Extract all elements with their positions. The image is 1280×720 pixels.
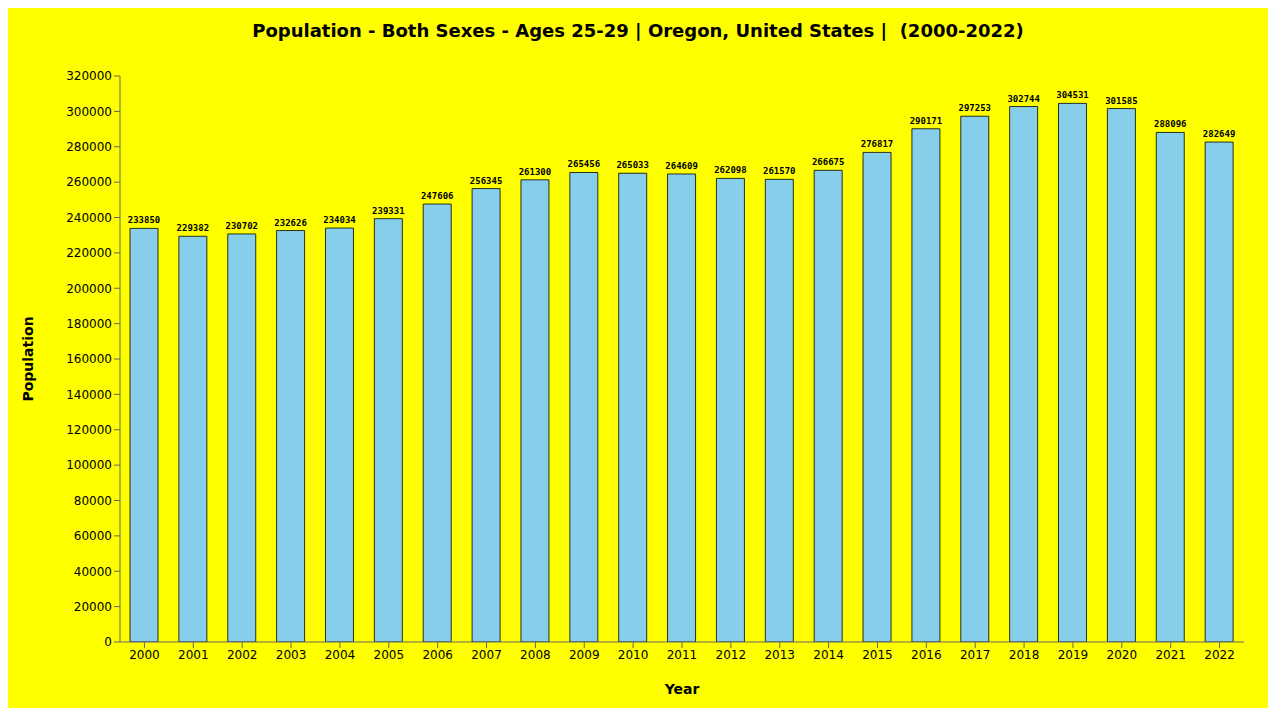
svg-text:261570: 261570: [763, 166, 796, 176]
svg-text:266675: 266675: [812, 157, 845, 167]
svg-text:2010: 2010: [618, 648, 649, 662]
svg-text:265456: 265456: [568, 159, 601, 169]
svg-text:2016: 2016: [911, 648, 942, 662]
svg-text:302744: 302744: [1007, 94, 1040, 104]
svg-text:2006: 2006: [422, 648, 453, 662]
svg-text:2019: 2019: [1058, 648, 1089, 662]
svg-text:2017: 2017: [960, 648, 991, 662]
svg-text:233850: 233850: [128, 215, 161, 225]
svg-text:260000: 260000: [66, 175, 112, 189]
svg-text:200000: 200000: [66, 282, 112, 296]
svg-text:Population: Population: [20, 316, 36, 401]
html-text:Population - Both Sexes - Ages: Population - Both Sexes - Ages 25-29 | O…: [252, 19, 1024, 41]
svg-text:234034: 234034: [323, 215, 356, 225]
svg-text:232626: 232626: [274, 218, 307, 228]
svg-text:276817: 276817: [861, 139, 894, 149]
svg-text:0: 0: [104, 635, 112, 649]
svg-text:2014: 2014: [813, 648, 844, 662]
svg-text:120000: 120000: [66, 423, 112, 437]
svg-text:2004: 2004: [325, 648, 356, 662]
svg-text:60000: 60000: [74, 529, 112, 543]
svg-text:2021: 2021: [1155, 648, 1186, 662]
svg-text:220000: 220000: [66, 246, 112, 260]
svg-text:229382: 229382: [177, 223, 210, 233]
svg-text:2013: 2013: [764, 648, 795, 662]
svg-text:2018: 2018: [1009, 648, 1040, 662]
svg-text:2007: 2007: [471, 648, 502, 662]
svg-text:2003: 2003: [276, 648, 307, 662]
svg-text:297253: 297253: [959, 103, 992, 113]
svg-text:240000: 240000: [66, 211, 112, 225]
svg-text:262098: 262098: [714, 165, 747, 175]
svg-text:2012: 2012: [716, 648, 747, 662]
svg-text:300000: 300000: [66, 105, 112, 119]
svg-text:280000: 280000: [66, 140, 112, 154]
svg-text:282649: 282649: [1203, 129, 1236, 139]
svg-text:2000: 2000: [129, 648, 160, 662]
svg-text:140000: 140000: [66, 388, 112, 402]
svg-text:301585: 301585: [1105, 96, 1138, 106]
svg-text:2022: 2022: [1204, 648, 1235, 662]
svg-text:304531: 304531: [1056, 90, 1089, 100]
svg-text:264609: 264609: [665, 161, 698, 171]
svg-text:2020: 2020: [1107, 648, 1138, 662]
svg-text:290171: 290171: [910, 116, 943, 126]
svg-text:80000: 80000: [74, 494, 112, 508]
svg-text:2015: 2015: [862, 648, 893, 662]
svg-text:100000: 100000: [66, 458, 112, 472]
svg-text:261300: 261300: [519, 167, 552, 177]
svg-text:2005: 2005: [374, 648, 405, 662]
svg-text:Year: Year: [664, 681, 700, 697]
svg-text:160000: 160000: [66, 352, 112, 366]
svg-text:2011: 2011: [667, 648, 698, 662]
svg-text:247606: 247606: [421, 191, 454, 201]
svg-text:288096: 288096: [1154, 119, 1187, 129]
svg-text:256345: 256345: [470, 176, 503, 186]
svg-text:40000: 40000: [74, 565, 112, 579]
svg-text:2009: 2009: [569, 648, 600, 662]
svg-text:2008: 2008: [520, 648, 551, 662]
svg-text:2001: 2001: [178, 648, 209, 662]
svg-text:239331: 239331: [372, 206, 405, 216]
svg-text:320000: 320000: [66, 69, 112, 83]
svg-text:180000: 180000: [66, 317, 112, 331]
svg-text:2002: 2002: [227, 648, 258, 662]
svg-text:20000: 20000: [74, 600, 112, 614]
svg-text:230702: 230702: [225, 221, 258, 231]
svg-text:265033: 265033: [616, 160, 649, 170]
